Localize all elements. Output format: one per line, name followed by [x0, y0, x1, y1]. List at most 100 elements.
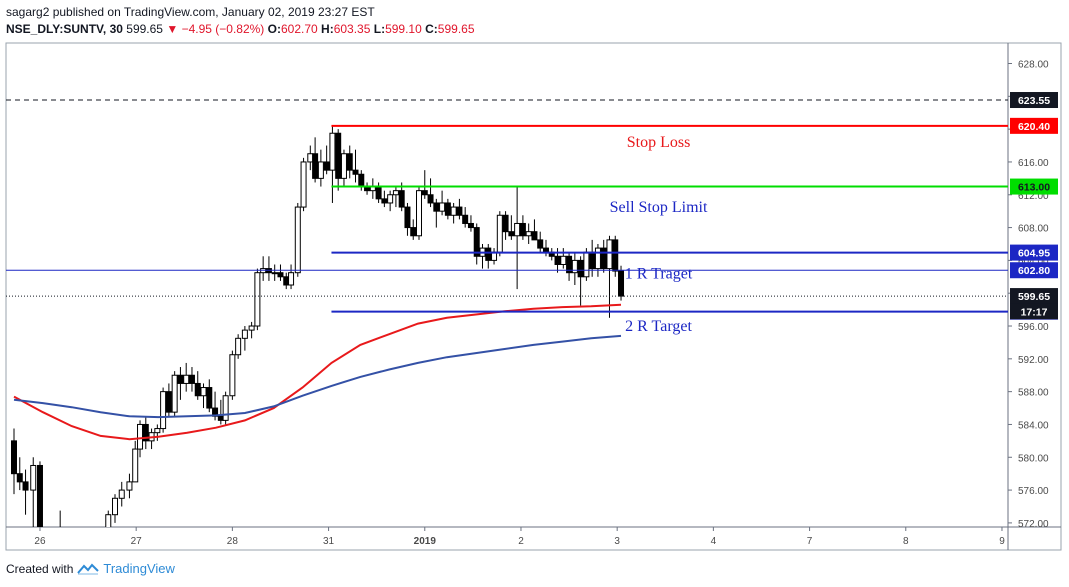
x-tick-label: 9: [999, 536, 1005, 547]
candle-body: [531, 231, 538, 241]
candle-body: [467, 222, 474, 229]
candle-body: [496, 214, 503, 253]
y-tick-label: 616.00: [1018, 158, 1049, 169]
price-marker-label: 599.65: [1018, 291, 1050, 303]
candle-body: [271, 272, 278, 275]
candle-body: [294, 206, 301, 274]
candle-body: [358, 173, 365, 188]
price-marker: [1010, 303, 1058, 320]
candle-body: [335, 132, 342, 179]
x-tick-label: 2: [518, 536, 524, 547]
candle-body: [300, 161, 307, 208]
candle-body: [11, 440, 17, 475]
candle-body: [312, 153, 319, 179]
low-value: 599.10: [385, 22, 422, 36]
x-tick-label: 3: [614, 536, 620, 547]
price-marker: [1010, 92, 1058, 109]
ema-layer: [13, 303, 622, 441]
candle-body: [433, 202, 440, 212]
candle-body: [450, 206, 457, 216]
candle-body: [22, 481, 29, 491]
candle-body: [30, 464, 37, 491]
x-tick-label: 4: [711, 536, 717, 547]
candle-body: [456, 206, 463, 216]
time-axis: 26 27 28 31 2019 2 3 4 7 8 9: [34, 527, 1005, 547]
candle-body: [542, 247, 549, 253]
y-tick-label: 596.00: [1018, 322, 1049, 333]
candle-body: [352, 169, 359, 175]
candle-body: [200, 387, 207, 397]
candle-body: [444, 202, 451, 216]
candle-body: [392, 190, 399, 196]
candle-body: [346, 153, 353, 171]
price-marker: [1010, 117, 1058, 134]
candle-body: [277, 272, 284, 278]
level-label: Sell Stop Limit: [610, 199, 708, 216]
candle-body: [473, 227, 480, 257]
candle-body: [177, 374, 184, 384]
candle-body: [375, 186, 382, 200]
y-tick-label: 572.00: [1018, 519, 1049, 530]
candle-body: [248, 325, 255, 331]
candle-body: [502, 214, 509, 233]
candle-body: [36, 464, 43, 527]
candle-body: [307, 153, 314, 163]
candle-body: [381, 198, 388, 204]
x-tick-label: 8: [903, 536, 909, 547]
candle-body: [142, 423, 149, 442]
open-label: O:: [267, 22, 281, 36]
price-marker-label: 17:17: [1021, 306, 1048, 318]
close-label: C:: [425, 22, 438, 36]
candle-body: [288, 272, 295, 286]
y-tick-label: 612.00: [1018, 191, 1049, 202]
y-tick-label: 628.00: [1018, 60, 1049, 71]
y-tick-label: 608.00: [1018, 224, 1049, 235]
price-marker-label: 613.00: [1018, 182, 1050, 194]
x-tick-label: 26: [34, 536, 46, 547]
y-tick-label: 588.00: [1018, 388, 1049, 399]
price-marker-label: 604.95: [1018, 248, 1050, 260]
levels-layer: Stop Loss Sell Stop Limit 1 R Traget 2 R Ta…: [6, 99, 1008, 335]
level-label: Stop Loss: [627, 134, 691, 151]
ema-blue-line: [13, 334, 622, 419]
y-tick-label: 592.00: [1018, 355, 1049, 366]
candle-body: [105, 514, 112, 527]
candle-body: [188, 374, 195, 384]
candle-body: [398, 190, 405, 208]
candle-body: [235, 337, 242, 356]
candle-body: [217, 415, 224, 421]
price-marker: [1010, 244, 1058, 261]
tradingview-brand[interactable]: TradingView: [103, 561, 175, 576]
footer: Created with TradingView: [6, 561, 175, 576]
candle-body: [410, 227, 417, 237]
candle-body: [118, 489, 125, 499]
price-marker: [1010, 288, 1058, 305]
y-tick-label: 604.00: [1018, 256, 1049, 267]
price-marker: [1010, 262, 1058, 279]
candle-body: [618, 270, 625, 297]
candle-body: [525, 231, 532, 237]
price-marker: [1010, 178, 1058, 195]
candle-body: [206, 387, 213, 409]
chart-header: sagarg2 published on TradingView.com, Ja…: [6, 4, 475, 38]
candle-body: [560, 255, 567, 265]
candle-body: [254, 272, 261, 327]
x-tick-label: 31: [323, 536, 335, 547]
candle-body: [606, 239, 613, 270]
tradingview-logo-icon: [77, 563, 100, 574]
candle-body: [165, 391, 172, 413]
candle-body: [462, 214, 469, 224]
candle-body: [571, 259, 578, 274]
candle-body: [589, 251, 596, 270]
candle-body: [194, 382, 201, 397]
price-marker-label: 602.80: [1018, 265, 1050, 277]
candle-body: [594, 247, 601, 270]
candle-body: [137, 423, 144, 450]
price-marker-label: 623.55: [1018, 95, 1050, 107]
candle-body: [222, 395, 229, 421]
candle-body: [566, 255, 573, 274]
candle-body: [519, 222, 526, 237]
candle-body: [439, 202, 446, 212]
candle-body: [229, 354, 236, 397]
